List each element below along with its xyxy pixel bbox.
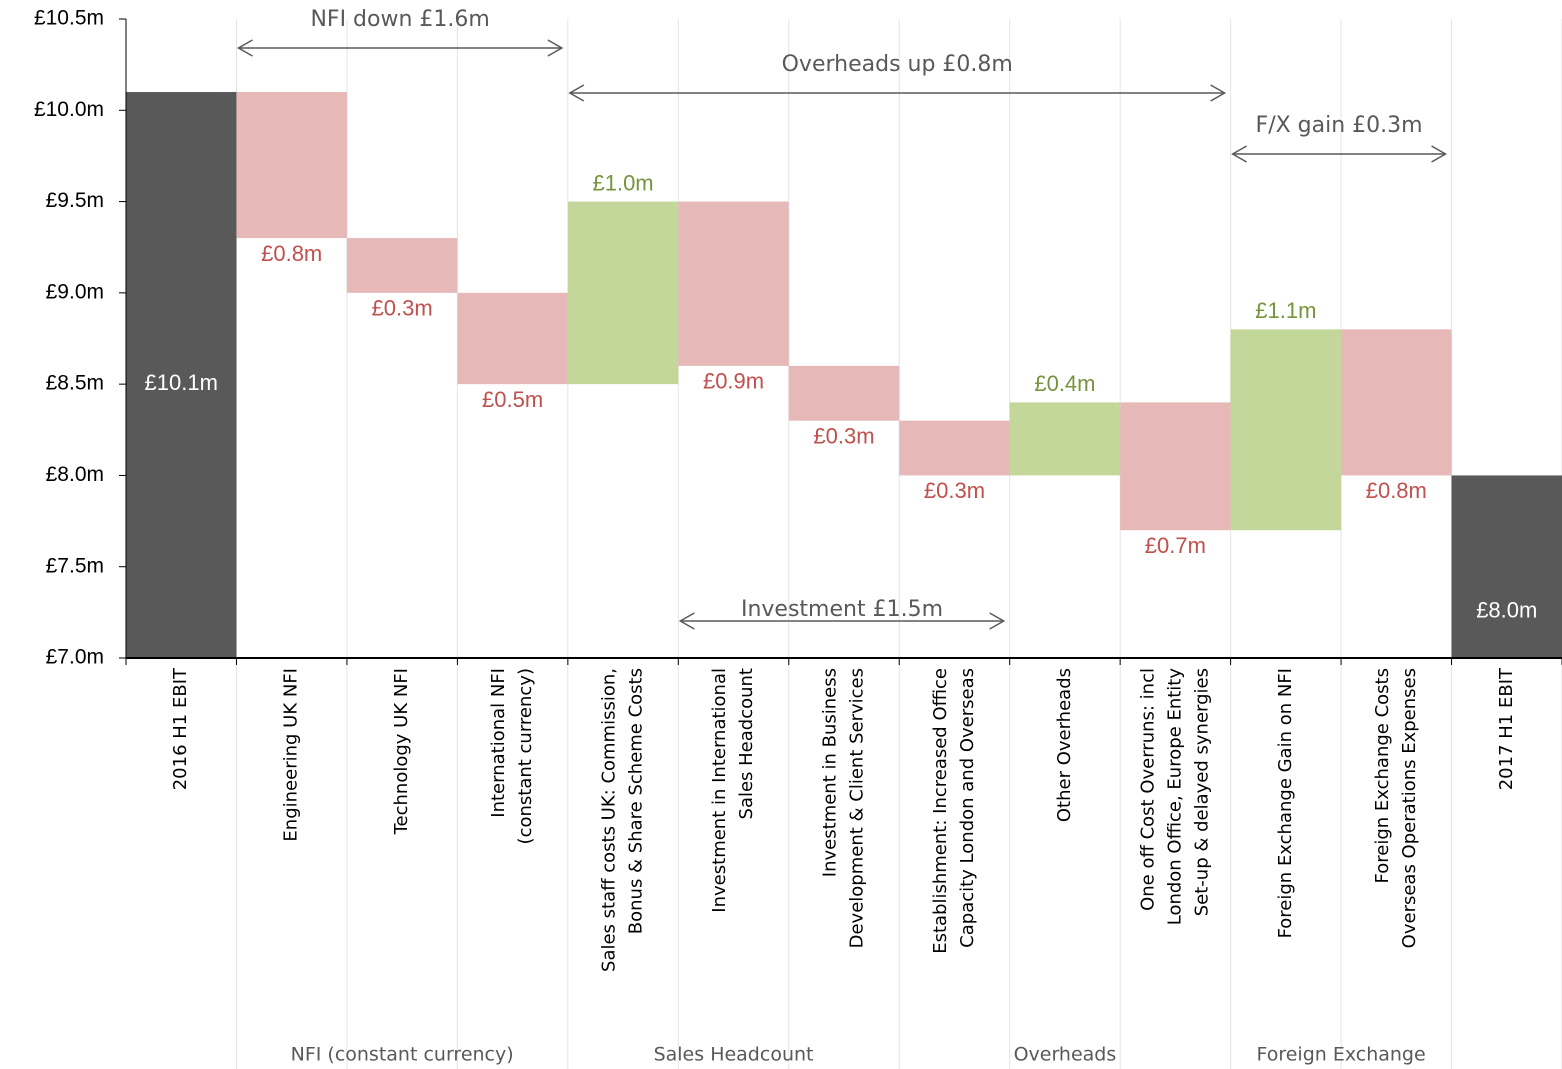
annotation: F/X gain £0.3m <box>1256 113 1423 138</box>
value-label: £0.3m <box>924 478 985 503</box>
delta-bar <box>567 201 679 385</box>
x-tick-label: Other Overheads <box>1054 668 1075 822</box>
value-label: £0.3m <box>372 296 433 321</box>
total-bar <box>126 92 237 659</box>
x-tick-label: 2017 H1 EBIT <box>1496 667 1517 790</box>
value-label: £0.9m <box>703 369 764 394</box>
label-line: Sales Headcount <box>736 668 757 819</box>
value-label: £1.0m <box>592 170 653 195</box>
annotation: Overheads up £0.8m <box>782 52 1013 77</box>
value-label: £0.3m <box>813 423 874 448</box>
label-line: 2017 H1 EBIT <box>1496 667 1517 790</box>
total-bar <box>1451 475 1562 658</box>
arrow-head <box>1431 145 1448 163</box>
label-line: Foreign Exchange Gain on NFI <box>1275 668 1296 938</box>
arrow-head <box>547 39 564 57</box>
label-line: Establishment: Increased Office <box>930 668 951 954</box>
arrow-head <box>678 612 695 630</box>
y-tick-label: £8.0m <box>46 463 104 486</box>
x-tick-label: Foreign Exchange Costs Overseas Operation… <box>1372 668 1420 948</box>
x-tick-label: 2016 H1 EBIT <box>170 667 191 790</box>
y-tick-label: £7.5m <box>46 554 104 577</box>
value-label: £0.4m <box>1034 371 1095 396</box>
arrow-head <box>1231 145 1247 163</box>
arrow-head <box>568 84 585 102</box>
label-line: Technology UK NFI <box>391 668 412 835</box>
value-label: £0.5m <box>482 387 543 412</box>
x-tick-label: Establishment: Increased Office Capacity … <box>930 668 978 954</box>
label-line: Overseas Operations Expenses <box>1399 668 1420 948</box>
label-line: London Office, Europe Entity <box>1164 668 1185 926</box>
group-label: Foreign Exchange <box>1256 1044 1425 1066</box>
group-label: NFI (constant currency) <box>291 1044 514 1066</box>
arrow-head <box>236 39 253 57</box>
y-tick-label: £9.0m <box>46 280 104 303</box>
delta-bar <box>899 420 1010 476</box>
delta-bar <box>236 92 347 239</box>
x-tick-label: Sales staff costs UK: Commission, Bonus &… <box>599 668 647 972</box>
delta-bar <box>457 292 568 385</box>
annotation: Investment £1.5m <box>741 597 943 622</box>
label-line: One off Cost Overruns: incl <box>1137 668 1158 911</box>
value-label: £8.0m <box>1476 598 1537 623</box>
arrow-head <box>1210 84 1227 102</box>
x-tick-label: Investment in International Sales Headcou… <box>709 668 757 913</box>
delta-bar <box>678 201 789 366</box>
label-line: Engineering UK NFI <box>281 668 302 842</box>
delta-bar <box>1120 402 1231 531</box>
group-label: Overheads <box>1014 1044 1117 1066</box>
x-tick-label: Engineering UK NFI <box>281 668 302 842</box>
label-line: 2016 H1 EBIT <box>170 667 191 790</box>
delta-bar <box>1009 402 1121 476</box>
x-tick-label: Foreign Exchange Gain on NFI <box>1275 668 1296 938</box>
delta-bar <box>788 365 900 421</box>
x-tick-label: Technology UK NFI <box>391 668 412 835</box>
y-tick-label: £10.0m <box>34 98 104 121</box>
y-tick-label: £8.5m <box>46 372 104 395</box>
value-label: £1.1m <box>1255 298 1316 323</box>
value-label: £0.8m <box>1366 478 1427 503</box>
y-tick-label: £10.5m <box>34 7 104 30</box>
label-line: International NFI <box>488 668 509 818</box>
label-line: Capacity London and Overseas <box>957 668 978 948</box>
x-tick-label: Investment in Business Development & Clie… <box>820 668 868 948</box>
delta-bar <box>1230 329 1342 531</box>
label-line: Development & Client Services <box>847 668 868 948</box>
label-line: (constant currency) <box>515 668 536 844</box>
label-line: Sales staff costs UK: Commission, <box>599 668 620 972</box>
label-line: Other Overheads <box>1054 668 1075 822</box>
arrow-head <box>989 612 1006 630</box>
value-label: £10.1m <box>145 370 218 395</box>
delta-bar <box>1341 329 1452 476</box>
value-label: £0.8m <box>261 241 322 266</box>
label-line: Investment in International <box>709 668 730 913</box>
label-line: Bonus & Share Scheme Costs <box>626 668 647 934</box>
value-label: £0.7m <box>1145 533 1206 558</box>
annotation: NFI down £1.6m <box>310 7 489 32</box>
y-tick-label: £7.0m <box>46 646 104 669</box>
x-tick-label: International NFI (constant currency) <box>488 668 536 844</box>
x-tick-label: One off Cost Overruns: incl London Office… <box>1137 668 1212 926</box>
label-line: Investment in Business <box>820 668 841 877</box>
label-line: Set-up & delayed synergies <box>1191 668 1212 916</box>
y-tick-label: £9.5m <box>46 189 104 212</box>
delta-bar <box>346 238 458 293</box>
label-line: Foreign Exchange Costs <box>1372 668 1393 883</box>
group-label: Sales Headcount <box>654 1044 814 1066</box>
